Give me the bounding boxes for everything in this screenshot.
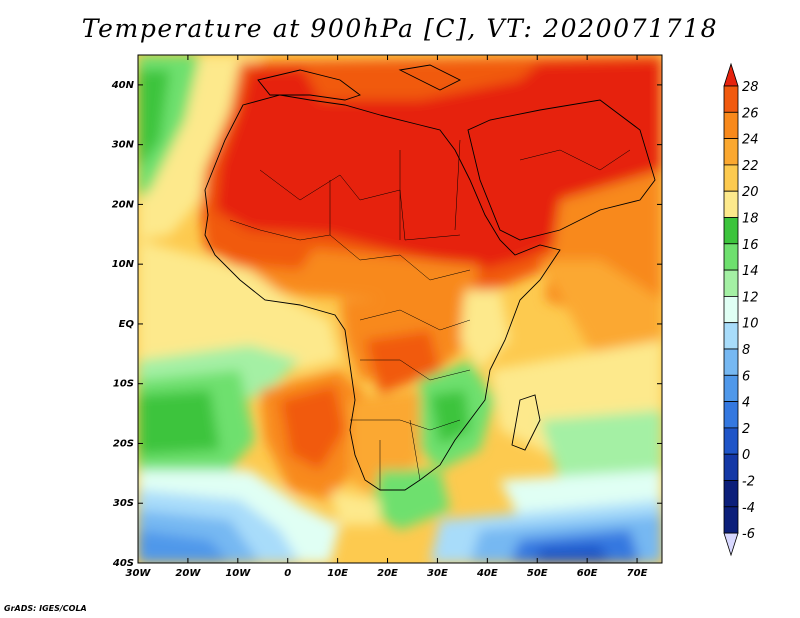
colorbar-label: 28 — [742, 80, 759, 95]
lat-tick-label: 20N — [112, 199, 135, 210]
lat-tick-label: 20S — [113, 438, 134, 449]
colorbar-segment — [723, 480, 739, 508]
colorbar-segment — [723, 374, 739, 402]
colorbar-label: 0 — [742, 448, 750, 463]
colorbar-segment — [723, 85, 739, 113]
colorbar-segment — [723, 269, 739, 297]
lat-tick-label: 30N — [112, 140, 135, 151]
colorbar-label: -2 — [742, 475, 755, 490]
lon-tick-label: 40E — [476, 568, 498, 579]
colorbar-label: 20 — [742, 185, 759, 200]
colorbar-label: 24 — [742, 133, 759, 148]
colorbar-label: 22 — [742, 159, 759, 174]
colorbar-segment — [723, 348, 739, 376]
colorbar-segment — [723, 164, 739, 192]
lon-tick-label: 50E — [527, 568, 548, 579]
lat-tick-label: 10N — [112, 259, 135, 270]
colorbar-top-arrow — [723, 62, 739, 87]
coastlines — [204, 64, 656, 491]
lon-tick-label: 10W — [225, 568, 251, 579]
colorbar-segment — [723, 217, 739, 245]
lon-tick-label: 20E — [377, 568, 398, 579]
lon-tick-label: 0 — [284, 568, 291, 579]
colorbar-segment — [723, 111, 739, 140]
lat-tick-label: 30S — [113, 498, 134, 509]
lat-tick-label: 40S — [112, 558, 134, 569]
colorbar-segment — [723, 401, 739, 429]
colorbar-label: 12 — [742, 290, 759, 305]
lon-tick-label: 10E — [327, 568, 348, 579]
colorbar-segment — [723, 190, 739, 218]
colorbar-segment — [723, 243, 739, 271]
colorbar-label: 18 — [742, 212, 759, 227]
colorbar-label: 8 — [742, 343, 750, 358]
lon-tick-label: 70E — [627, 568, 648, 579]
colorbar-segment — [723, 427, 739, 455]
lat-axis: 40N 30N 20N 10N EQ 10S 20S 30S 40S — [111, 80, 662, 569]
lat-tick-label: EQ — [119, 319, 135, 330]
temperature-field — [138, 55, 662, 563]
lon-axis: 30W 20W 10W 0 10E 20E 30E 40E 50E 60E 70E — [126, 55, 648, 579]
colorbar-label: 26 — [742, 106, 759, 121]
colorbar-label: -4 — [742, 501, 755, 516]
colorbar-label: 6 — [742, 369, 750, 384]
lon-tick-label: 30W — [126, 568, 152, 579]
colorbar-label: 16 — [742, 238, 759, 253]
colorbar-segment — [723, 295, 739, 324]
colorbar-label: 14 — [742, 264, 759, 279]
colorbar-segment — [723, 506, 739, 534]
colorbar-label: 2 — [742, 422, 750, 437]
colorbar-segment — [723, 138, 739, 166]
map-frame — [137, 54, 663, 564]
colorbar-segment — [723, 322, 739, 350]
credit-label: GrADS: IGES/COLA — [4, 604, 87, 613]
country-borders — [229, 139, 631, 490]
colorbar-label: 4 — [742, 396, 750, 411]
chart-title: Temperature at 900hPa [C], VT: 202007171… — [81, 14, 719, 43]
colorbar-label: 10 — [742, 317, 759, 332]
colorbar-label: -6 — [742, 527, 755, 542]
colorbar-segment — [723, 453, 739, 481]
lon-tick-label: 60E — [577, 568, 598, 579]
lat-tick-label: 10S — [113, 379, 134, 390]
lon-tick-label: 20W — [175, 568, 201, 579]
colorbar-bottom-arrow — [723, 532, 739, 557]
lat-tick-label: 40N — [111, 80, 135, 91]
lon-tick-label: 30E — [427, 568, 448, 579]
